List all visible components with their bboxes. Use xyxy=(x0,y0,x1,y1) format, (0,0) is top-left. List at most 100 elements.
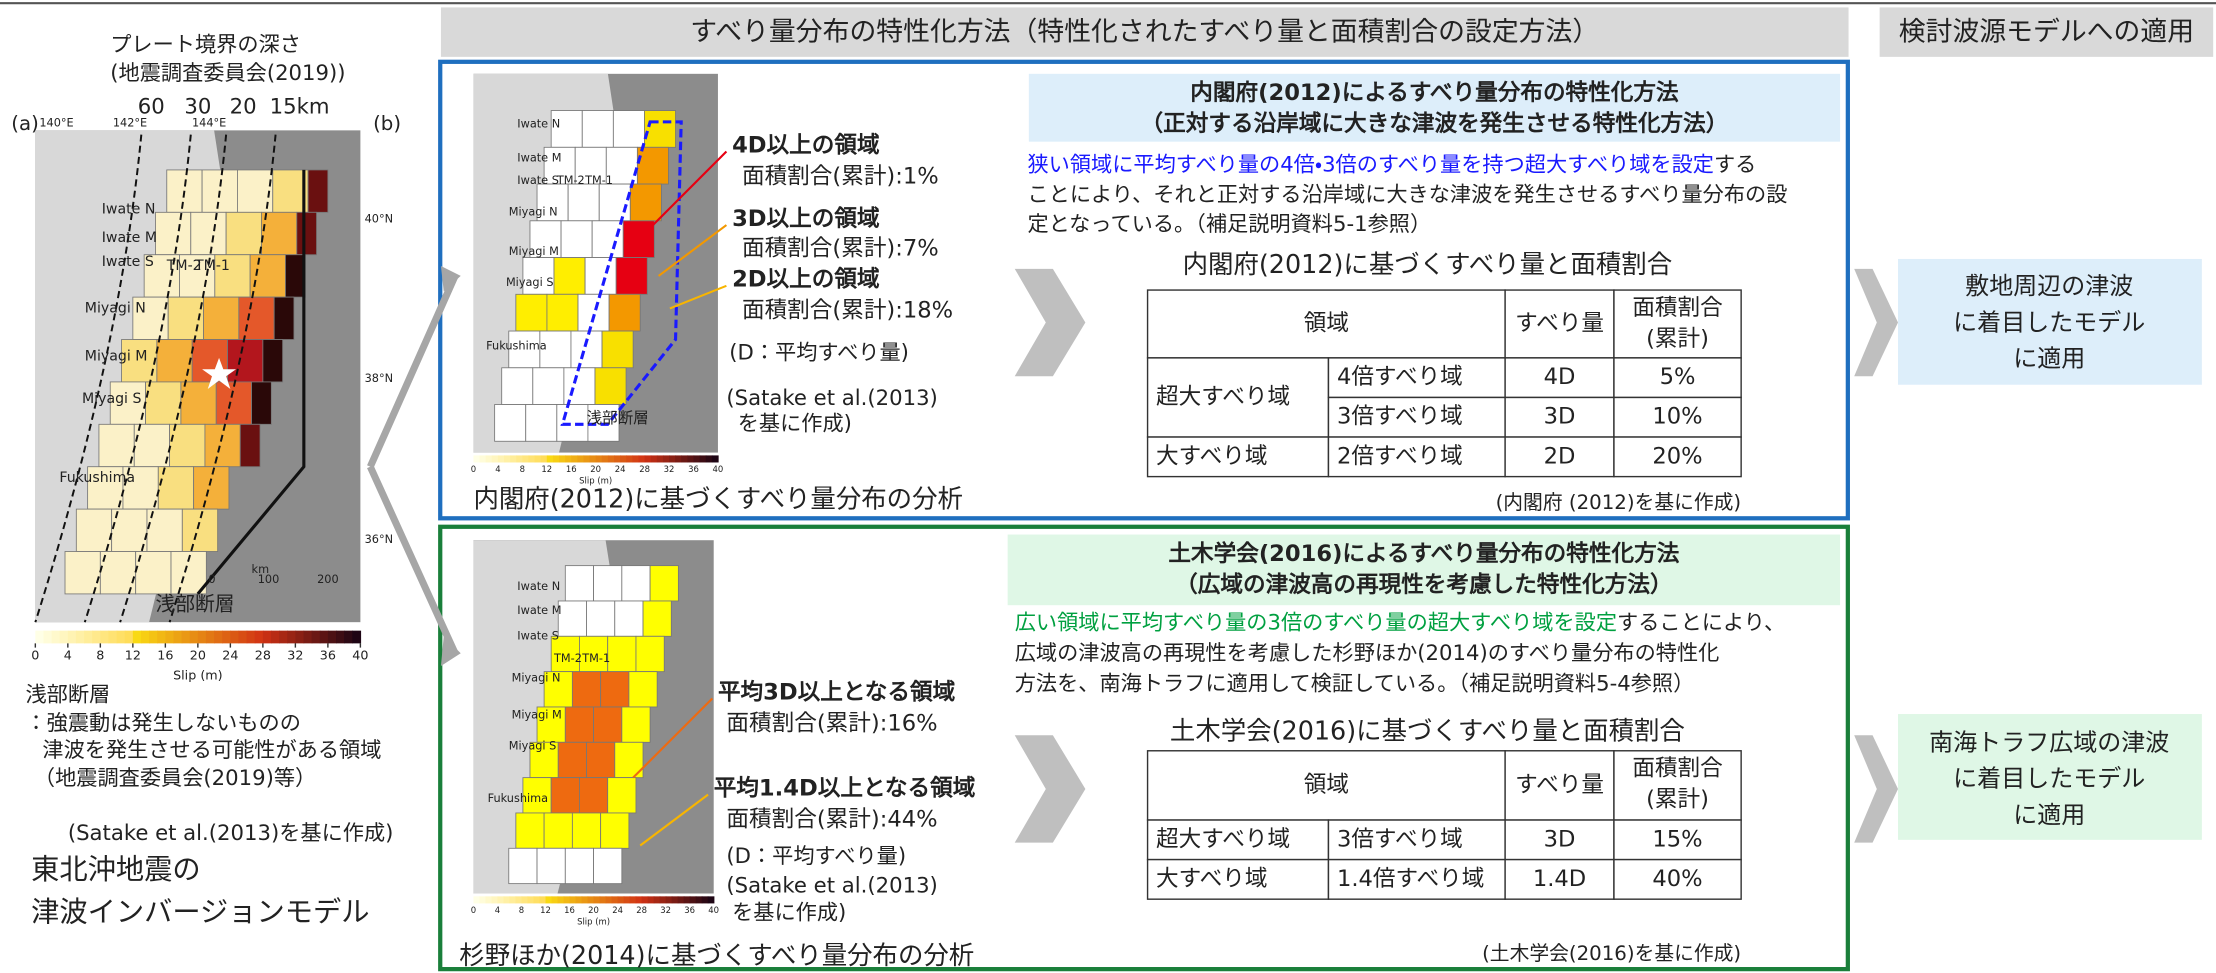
colorbar-tick-label: 4 xyxy=(495,905,500,915)
region-label: Iwate M xyxy=(517,152,561,165)
map-cell xyxy=(587,601,615,636)
map-cell xyxy=(582,111,613,148)
colorbar-step xyxy=(588,896,595,903)
description-text: する xyxy=(1714,152,1756,177)
colorbar-step xyxy=(497,896,504,903)
model-title: 東北沖地震の xyxy=(31,853,201,886)
colorbar-tick-label: 28 xyxy=(639,464,650,474)
region-label: Iwate M xyxy=(517,604,561,617)
table-group: 超大すべり域 xyxy=(1156,826,1290,852)
colorbar-step xyxy=(608,455,615,462)
legend-label: 3D以上の領域 xyxy=(732,205,880,232)
legend-ratio: 面積割合(累計):16% xyxy=(726,710,937,736)
table-header: 面積割合 xyxy=(1632,295,1723,321)
region-label: Miyagi N xyxy=(85,300,146,316)
map-cell xyxy=(551,778,579,813)
table-cell-text: 1.4倍すべり域 xyxy=(1337,866,1484,892)
colorbar-step xyxy=(486,455,493,462)
map-cell xyxy=(601,672,629,707)
map-cell xyxy=(650,566,678,601)
scale-tick: 200 xyxy=(317,573,339,586)
table-source: (土木学会(2016)を基に作成) xyxy=(1482,942,1741,965)
colorbar-step xyxy=(247,631,256,644)
map-cell xyxy=(263,340,283,382)
colorbar-tick-label: 0 xyxy=(31,648,39,663)
colorbar-step xyxy=(690,896,697,903)
map-cell xyxy=(579,778,607,813)
longitude-label: 142°E xyxy=(113,116,147,129)
colorbar-step xyxy=(100,631,109,644)
colorbar-step xyxy=(535,455,542,462)
colorbar-tick-label: 20 xyxy=(190,648,206,663)
method-title: （正対する沿岸域に大きな津波を発生させる特性化方法） xyxy=(1141,110,1729,137)
colorbar-tick-label: 36 xyxy=(684,905,695,915)
map-cell xyxy=(623,221,654,258)
table-title: 内閣府(2012)に基づくすべり量と面積割合 xyxy=(1183,249,1673,279)
colorbar-step xyxy=(504,455,511,462)
map-cell xyxy=(615,601,643,636)
colorbar-step xyxy=(492,455,499,462)
colorbar-step xyxy=(669,455,676,462)
colorbar-step xyxy=(320,631,329,644)
table-cell-text: 15% xyxy=(1652,826,1702,852)
colorbar-step xyxy=(480,455,487,462)
colorbar-step xyxy=(693,455,700,462)
colorbar-step xyxy=(157,631,166,644)
legend-label: 平均3D以上となる領域 xyxy=(718,678,956,705)
note-line: 津波を発生させる可能性がある領域 xyxy=(42,737,381,762)
colorbar-step xyxy=(198,631,207,644)
colorbar-step xyxy=(632,455,639,462)
colorbar-step xyxy=(52,631,61,644)
colorbar-step xyxy=(624,896,631,903)
region-label: Iwate N xyxy=(517,580,560,593)
application-text: に着目したモデル xyxy=(1953,308,2145,336)
map-cell xyxy=(99,424,134,466)
colorbar-step xyxy=(206,631,215,644)
colorbar-step xyxy=(618,896,625,903)
colorbar-step xyxy=(630,896,637,903)
map-cell xyxy=(592,221,623,258)
colorbar-step xyxy=(263,631,272,644)
region-label: Miyagi S xyxy=(82,391,142,407)
colorbar-tick-label: 32 xyxy=(660,905,671,915)
map-cell xyxy=(547,294,578,331)
colorbar-step xyxy=(675,455,682,462)
depth-label: 20 xyxy=(230,94,257,119)
colorbar-step xyxy=(498,455,505,462)
table-title: 土木学会(2016)に基づくすべり量と面積割合 xyxy=(1170,715,1685,745)
map-cell xyxy=(599,184,630,221)
colorbar-step xyxy=(522,455,529,462)
colorbar-step xyxy=(678,896,685,903)
map-cell xyxy=(572,813,600,848)
table-cell-text: 4D xyxy=(1544,364,1576,390)
map-cell xyxy=(595,368,626,405)
table-header: (累計) xyxy=(1646,787,1709,813)
colorbar-tick-label: 8 xyxy=(520,464,525,474)
map-note: (D：平均すべり量) xyxy=(729,340,909,365)
colorbar-step xyxy=(125,631,134,644)
map-cell xyxy=(565,707,593,742)
depth-label: 15km xyxy=(270,94,330,119)
colorbar-tick-label: 16 xyxy=(564,905,575,915)
colorbar-step xyxy=(491,896,498,903)
colorbar-tick-label: 24 xyxy=(612,905,623,915)
colorbar-tick-label: 12 xyxy=(540,905,551,915)
map-cell xyxy=(594,707,622,742)
colorbar-step xyxy=(546,896,553,903)
colorbar-step xyxy=(594,896,601,903)
map-cell xyxy=(643,601,671,636)
arrow-head xyxy=(441,266,461,666)
map-source: (Satake et al.(2013) xyxy=(726,385,937,410)
region-label: Miyagi M xyxy=(512,708,562,721)
panel-label: (b) xyxy=(373,112,401,135)
map-source: を基に作成) xyxy=(732,899,846,924)
application-text: 敷地周辺の津波 xyxy=(1965,272,2133,300)
table-header: 面積割合 xyxy=(1632,756,1723,782)
map-cell xyxy=(544,813,572,848)
map-cell xyxy=(565,848,593,883)
colorbar-step xyxy=(648,896,655,903)
scale-tick: 0 xyxy=(208,573,215,586)
diagram: すべり量分布の特性化方法（特性化されたすべり量と面積割合の設定方法）検討波源モデ… xyxy=(0,0,2216,973)
colorbar-step xyxy=(214,631,223,644)
colorbar-step xyxy=(712,455,719,462)
